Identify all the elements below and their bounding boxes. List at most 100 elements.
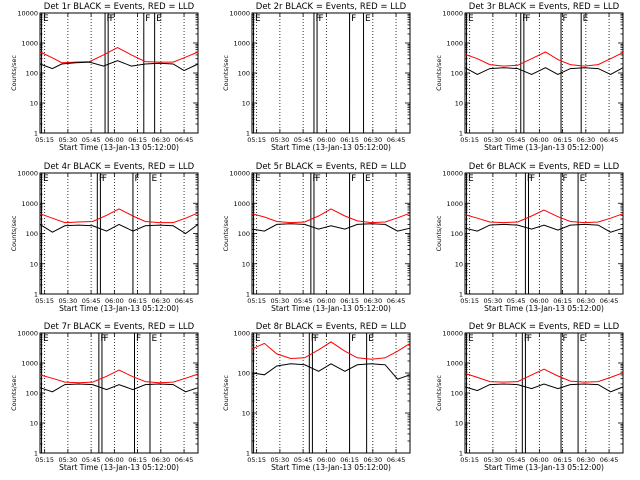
panel-title: Det 5r BLACK = Events, RED = LLD [256, 162, 407, 172]
x-axis-label: Start Time (13-Jan-13 05:12:00) [484, 304, 604, 313]
event-marker-label: F [312, 174, 317, 184]
event-marker-label: F [319, 14, 324, 24]
event-marker-label: F [524, 334, 529, 344]
x-tick-label: 05:15 [247, 456, 266, 464]
x-tick-label: 05:30 [484, 136, 503, 144]
event-marker-label: F [103, 334, 108, 344]
event-marker-label: F [315, 14, 320, 24]
event-marker-label: E [43, 174, 49, 184]
x-tick-label: 05:15 [35, 456, 54, 464]
y-axis-label: Counts/sec [222, 375, 230, 411]
event-marker-label: F [102, 174, 107, 184]
y-tick-label: 10 [242, 100, 250, 108]
y-tick-label: 1 [34, 130, 38, 138]
event-marker-label: F [351, 334, 356, 344]
black-series-line [464, 67, 624, 75]
event-marker-label: E [365, 174, 371, 184]
x-tick-label: 05:30 [271, 136, 290, 144]
red-series-line [464, 51, 624, 67]
x-tick-label: 06:45 [175, 456, 194, 464]
x-tick-label: 06:30 [576, 456, 595, 464]
event-marker-label: E [151, 334, 157, 344]
y-tick-label: 10 [455, 260, 463, 268]
plot-frame [251, 172, 411, 295]
event-marker-label: E [43, 14, 49, 24]
event-marker-label: E [255, 14, 261, 24]
black-series-line [251, 363, 411, 380]
panel-det-2: Det 2r BLACK = Events, RED = LLD 1 10 100 10… [222, 2, 411, 152]
x-tick-label: 06:30 [363, 297, 382, 305]
event-marker-label: F [563, 14, 568, 24]
y-tick-label: 10 [30, 260, 38, 268]
x-tick-label: 06:00 [105, 456, 124, 464]
y-tick-label: 10 [30, 100, 38, 108]
event-marker-label: E [583, 14, 589, 24]
red-series-line [251, 208, 411, 224]
y-tick-label: 10000 [442, 10, 463, 18]
y-tick-label: 1 [246, 130, 250, 138]
y-tick-label: 100 [26, 70, 38, 78]
x-tick-label: 05:30 [271, 297, 290, 305]
x-tick-label: 06:30 [151, 456, 170, 464]
x-axis-label: Start Time (13-Jan-13 05:12:00) [271, 463, 391, 472]
x-tick-label: 06:45 [600, 456, 619, 464]
event-marker-label: E [580, 174, 586, 184]
y-tick-label: 1 [459, 130, 463, 138]
plot-frame [251, 12, 411, 134]
x-tick-label: 05:15 [247, 136, 266, 144]
x-tick-label: 06:15 [553, 456, 572, 464]
y-tick-label: 100 [26, 230, 38, 238]
x-tick-label: 06:15 [128, 456, 147, 464]
y-tick-label: 1 [34, 450, 38, 458]
y-tick-label: 1 [459, 291, 463, 299]
red-series-line [464, 209, 624, 224]
y-axis-label: Counts/sec [10, 55, 18, 91]
y-axis-label: Counts/sec [10, 375, 18, 411]
panel-title: Det 4r BLACK = Events, RED = LLD [44, 162, 195, 172]
black-series-line [464, 223, 624, 233]
x-tick-label: 06:45 [387, 136, 406, 144]
black-series-line [39, 383, 199, 393]
y-tick-label: 100 [238, 370, 250, 378]
y-tick-label: 100 [451, 390, 463, 398]
y-tick-label: 10000 [229, 170, 250, 178]
x-tick-label: 05:45 [507, 136, 526, 144]
x-axis-label: Start Time (13-Jan-13 05:12:00) [484, 463, 604, 472]
y-tick-label: 10 [455, 100, 463, 108]
y-tick-label: 100 [238, 230, 250, 238]
plot-frame [39, 332, 199, 454]
x-tick-label: 06:15 [340, 297, 359, 305]
panel-title: Det 1r BLACK = Events, RED = LLD [44, 2, 195, 12]
x-tick-label: 06:15 [553, 297, 572, 305]
y-tick-label: 10000 [17, 10, 38, 18]
y-axis-label: Counts/sec [435, 215, 443, 251]
x-tick-label: 06:45 [600, 136, 619, 144]
red-series-line [251, 341, 411, 360]
x-tick-label: 05:15 [247, 297, 266, 305]
event-marker-label: F [99, 174, 104, 184]
event-marker-label: F [136, 334, 141, 344]
event-marker-label: E [468, 334, 474, 344]
panel-det-4: Det 4r BLACK = Events, RED = LLD 1 10 100 10… [10, 162, 199, 313]
plot-frame [39, 172, 199, 295]
event-marker-label: F [351, 14, 356, 24]
y-axis-label: Counts/sec [10, 215, 18, 251]
panel-det-3: Det 3r BLACK = Events, RED = LLD 1 10 100 10… [435, 2, 624, 152]
x-tick-label: 05:30 [59, 456, 78, 464]
event-marker-label: F [351, 174, 356, 184]
x-tick-label: 06:30 [576, 136, 595, 144]
event-marker-label: E [468, 14, 474, 24]
y-axis-label: Counts/sec [222, 215, 230, 251]
event-marker-label: F [522, 14, 527, 24]
y-tick-label: 100 [451, 230, 463, 238]
event-marker-label: F [100, 334, 105, 344]
x-tick-label: 05:30 [59, 297, 78, 305]
x-tick-label: 05:15 [35, 136, 54, 144]
x-tick-label: 06:00 [530, 456, 549, 464]
panel-det-7: Det 7r BLACK = Events, RED = LLD 1 10 100 10… [10, 322, 199, 472]
y-tick-label: 1000 [21, 360, 38, 368]
y-tick-label: 1 [246, 450, 250, 458]
y-tick-label: 1 [246, 291, 250, 299]
panel-det-5: Det 5r BLACK = Events, RED = LLD 1 10 100 10… [222, 162, 411, 313]
